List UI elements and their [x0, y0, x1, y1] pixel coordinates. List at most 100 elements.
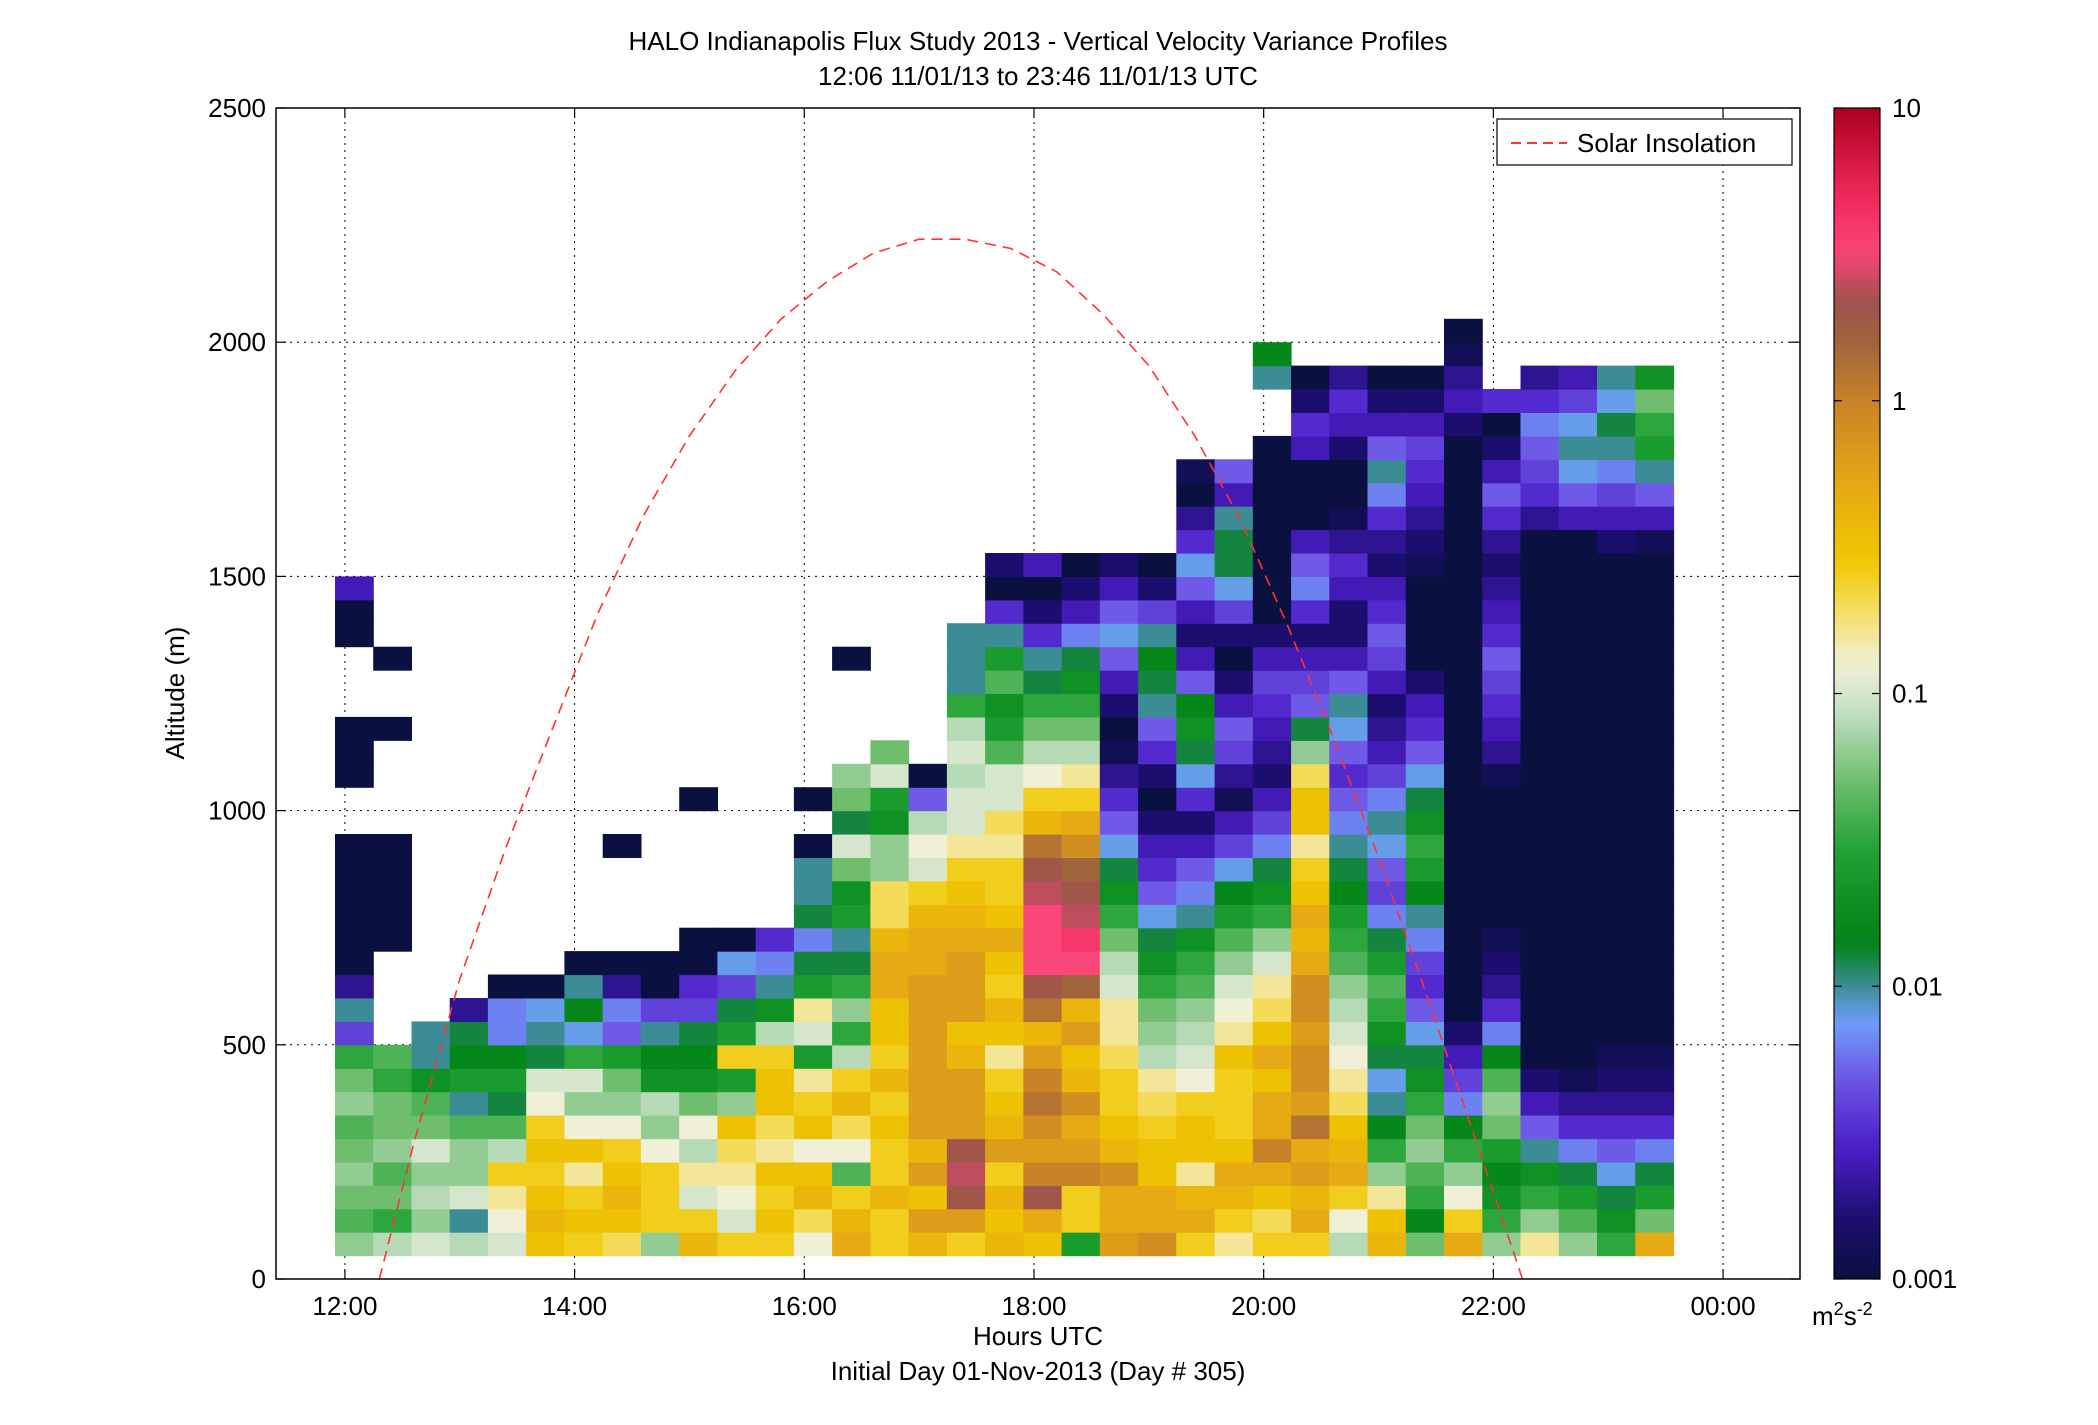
variance-cell [449, 998, 489, 1022]
variance-cell [1635, 506, 1675, 531]
variance-cell [870, 998, 910, 1022]
variance-cell [1405, 599, 1445, 624]
variance-cell [1597, 1208, 1636, 1233]
variance-cell [1329, 927, 1369, 952]
colorbar-tick-label: 0.01 [1892, 971, 1943, 1001]
variance-cell [449, 1115, 489, 1140]
variance-cell [1176, 834, 1216, 858]
variance-cell [1558, 365, 1598, 390]
variance-cell [1214, 459, 1254, 484]
variance-cell [1482, 1208, 1522, 1233]
variance-cell [985, 1091, 1024, 1116]
variance-cell [1405, 927, 1445, 952]
variance-cell [1329, 1115, 1369, 1140]
variance-cell [1329, 506, 1369, 531]
variance-cell [908, 951, 948, 976]
variance-cell [1558, 412, 1598, 437]
variance-cell [640, 1208, 680, 1233]
variance-cell [679, 1021, 718, 1046]
variance-cell [1176, 716, 1216, 741]
variance-cell [1367, 951, 1407, 976]
variance-cell [985, 810, 1024, 835]
variance-cell [1023, 763, 1063, 788]
variance-cell [1176, 1091, 1216, 1116]
variance-cell [1405, 553, 1445, 577]
variance-cell [793, 927, 833, 952]
variance-cell [1444, 389, 1483, 413]
variance-cell [1520, 810, 1560, 835]
variance-cell [1291, 412, 1330, 437]
variance-cell [411, 1138, 451, 1163]
variance-cell [1520, 763, 1560, 788]
variance-cell [793, 857, 833, 882]
variance-cell [1176, 1161, 1216, 1186]
variance-cell [1558, 904, 1598, 929]
variance-cell [1558, 1161, 1598, 1186]
variance-cell [1291, 365, 1330, 390]
variance-cell [793, 1115, 833, 1140]
variance-cell [640, 1021, 680, 1046]
colorbar-unit-second-exp: -2 [1857, 1299, 1873, 1319]
variance-cell [1099, 1232, 1139, 1257]
variance-cell [1214, 529, 1254, 554]
variance-cell [449, 1161, 489, 1186]
variance-cell [1291, 623, 1330, 648]
variance-cell [1367, 1044, 1407, 1069]
variance-cell [1061, 951, 1101, 976]
variance-cell [526, 1208, 565, 1233]
variance-cell [1405, 482, 1445, 507]
variance-cell [1176, 1232, 1216, 1257]
variance-cell [564, 1115, 604, 1140]
variance-cell [373, 1232, 412, 1257]
variance-cell [1099, 553, 1139, 577]
variance-cell [1138, 576, 1177, 601]
variance-cell [487, 1091, 527, 1116]
variance-cell [832, 1044, 871, 1069]
variance-cell [1291, 927, 1330, 952]
variance-cell [908, 1115, 948, 1140]
variance-cell [1291, 553, 1330, 577]
variance-cell [1444, 904, 1483, 929]
variance-cell [1061, 599, 1101, 624]
variance-cell [1329, 716, 1369, 741]
variance-cell [1558, 1115, 1598, 1140]
variance-cell [1520, 927, 1560, 952]
variance-cell [1252, 435, 1292, 460]
variance-cell [564, 1068, 604, 1093]
variance-cell [679, 974, 718, 999]
variance-cell [526, 1161, 565, 1186]
variance-cell [1138, 787, 1177, 812]
variance-cell [717, 1091, 757, 1116]
variance-cell [1214, 716, 1254, 741]
variance-cell [870, 857, 910, 882]
variance-cell [1252, 1021, 1292, 1046]
variance-cell [1597, 646, 1636, 671]
variance-cell [679, 1185, 718, 1210]
variance-cell [1061, 740, 1101, 765]
variance-cell [640, 1115, 680, 1140]
variance-cell [1214, 482, 1254, 507]
variance-cell [1482, 482, 1522, 507]
variance-cell [1482, 857, 1522, 882]
variance-cell [755, 974, 795, 999]
variance-cell [1635, 389, 1675, 413]
variance-cell [946, 763, 986, 788]
variance-cell [1329, 482, 1369, 507]
variance-cell [717, 974, 757, 999]
variance-cell [1635, 857, 1675, 882]
variance-cell [1558, 880, 1598, 905]
variance-cell [1023, 623, 1063, 648]
variance-cell [1367, 482, 1407, 507]
variance-cell [1558, 553, 1598, 577]
variance-cell [1138, 1068, 1177, 1093]
variance-cell [985, 553, 1024, 577]
variance-cell [602, 951, 642, 976]
variance-cell [1405, 904, 1445, 929]
variance-cell [1520, 1185, 1560, 1210]
variance-cell [1061, 904, 1101, 929]
variance-cell [1214, 1208, 1254, 1233]
variance-cell [1291, 529, 1330, 554]
variance-cell [870, 974, 910, 999]
x-axis-ticks: 12:00 14:00 16:00 18:00 20:00 22:00 00:00 [312, 108, 1756, 1321]
variance-cell [1367, 1138, 1407, 1163]
